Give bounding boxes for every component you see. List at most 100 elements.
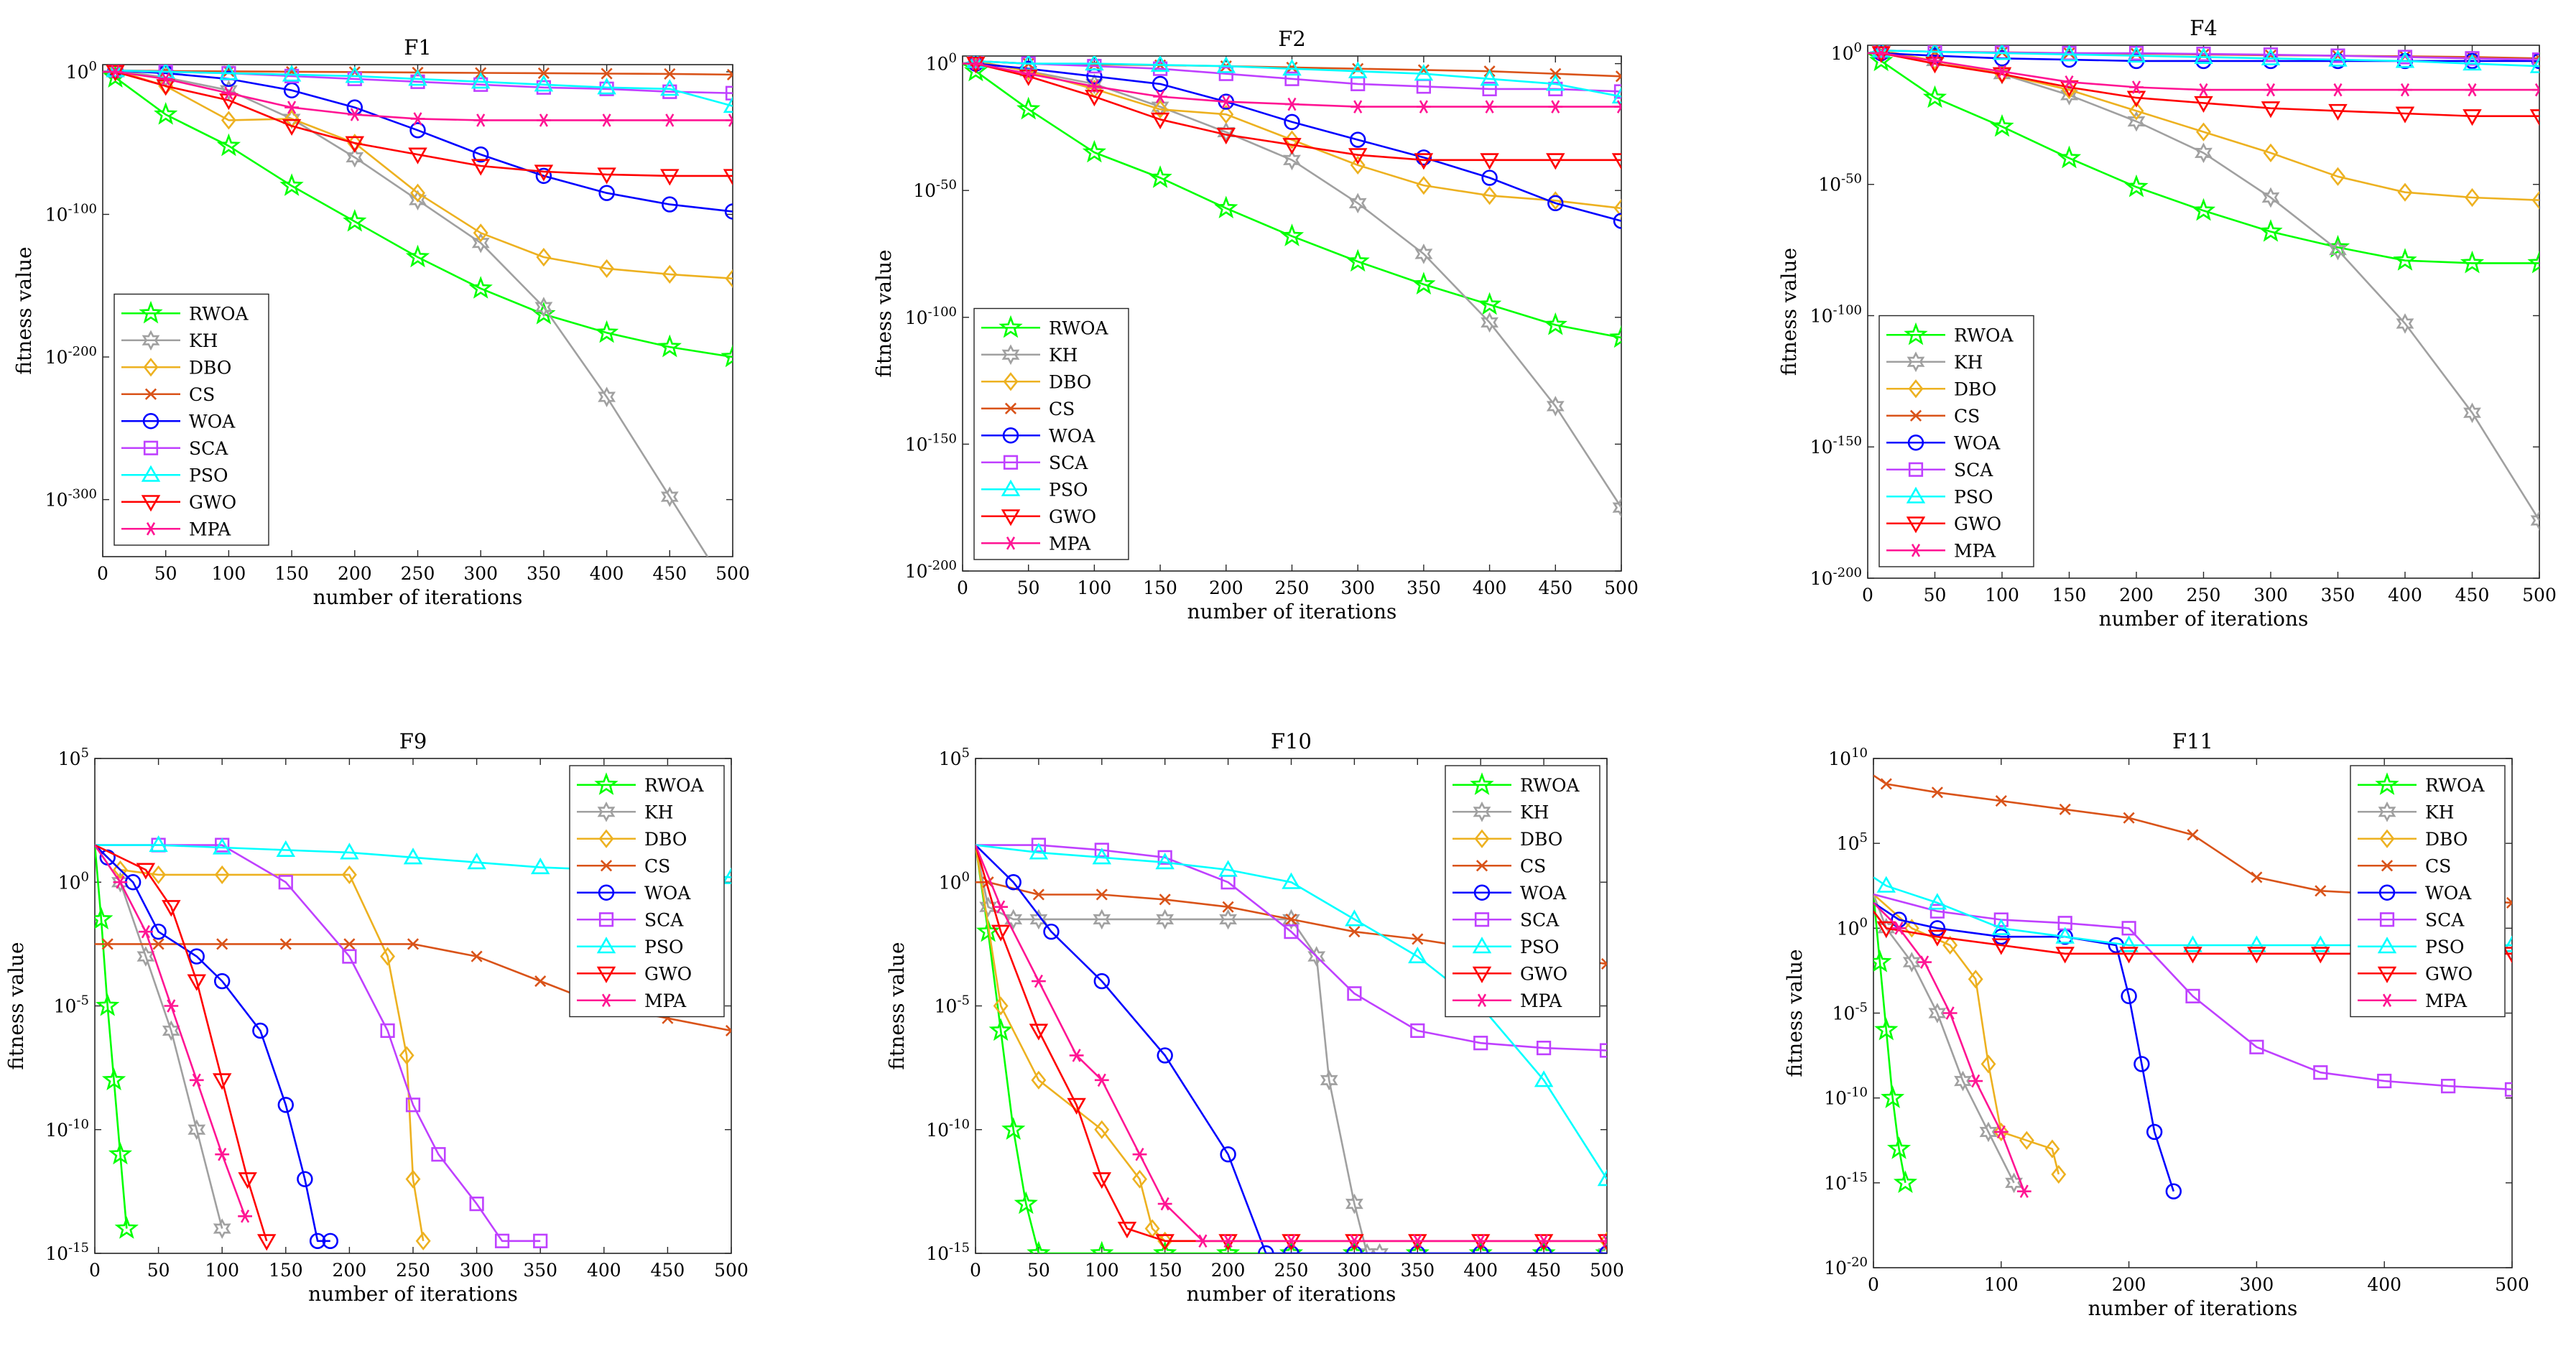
marker-pso <box>1282 872 1301 889</box>
y-tick-label: 10-150 <box>1810 434 1862 458</box>
marker-cs <box>343 938 356 950</box>
marker-dbo <box>1132 1169 1148 1189</box>
legend-marker-gwo <box>1472 966 1492 983</box>
marker-rwoa <box>1214 195 1238 218</box>
y-tick-label: 105 <box>58 746 89 769</box>
legend-marker-cs <box>144 388 157 400</box>
legend-marker-dbo <box>598 829 614 848</box>
legend-label-sca: SCA <box>644 909 684 930</box>
legend-label-pso: PSO <box>1954 486 1993 507</box>
marker-cs <box>601 68 613 80</box>
x-tick-label: 500 <box>1604 577 1639 598</box>
marker-mpa <box>138 924 153 939</box>
legend-label-gwo: GWO <box>1049 506 1096 527</box>
marker-sca <box>1482 81 1497 97</box>
legend-marker-rwoa <box>1904 322 1928 345</box>
marker-woa <box>1005 874 1021 891</box>
series-line-rwoa <box>95 845 128 1229</box>
marker-woa <box>1093 973 1111 990</box>
marker-kh <box>1029 909 1048 930</box>
marker-rwoa <box>154 101 178 125</box>
marker-sca <box>405 1097 421 1113</box>
marker-kh <box>2329 239 2347 261</box>
marker-dbo <box>2397 182 2413 202</box>
marker-rwoa <box>721 344 733 368</box>
marker-gwo <box>1597 1234 1607 1251</box>
marker-dbo <box>725 269 733 288</box>
marker-pso <box>282 65 302 82</box>
marker-gwo <box>1470 1234 1491 1251</box>
y-tick-label: 10-100 <box>45 201 97 225</box>
marker-mpa <box>284 101 299 114</box>
legend-marker-kh <box>2378 801 2396 822</box>
marker-dbo <box>1031 1070 1047 1090</box>
marker-dbo <box>2196 122 2211 141</box>
marker-dbo <box>1350 155 1366 175</box>
legend-marker-cs <box>600 860 613 872</box>
y-tick-label: 10-200 <box>45 344 97 368</box>
legend-label-rwoa: RWOA <box>1049 317 1108 338</box>
x-tick-label: 450 <box>651 1260 685 1281</box>
marker-kh <box>979 896 998 918</box>
marker-gwo <box>471 159 491 176</box>
legend-marker-kh <box>1001 344 1020 366</box>
marker-gwo <box>1546 153 1565 170</box>
marker-kh <box>1219 909 1238 930</box>
marker-pso <box>2328 50 2348 67</box>
marker-dbo <box>1980 1054 1996 1074</box>
marker-gwo <box>1534 1234 1554 1251</box>
marker-woa <box>322 1233 339 1249</box>
legend-marker-woa <box>598 884 615 901</box>
x-tick-label: 250 <box>1274 1260 1309 1281</box>
y-tick-label: 10-15 <box>926 1240 970 1264</box>
marker-gwo <box>1480 153 1499 170</box>
series-group <box>103 65 733 557</box>
marker-pso <box>1480 69 1499 86</box>
marker-gwo <box>212 1073 232 1090</box>
legend-marker-dbo <box>1474 829 1490 848</box>
marker-sca <box>278 875 293 890</box>
marker-mpa <box>1417 100 1431 113</box>
series-group <box>963 56 1621 518</box>
legend-marker-sca <box>1908 462 1924 477</box>
series-line-dbo <box>95 844 425 1242</box>
marker-dbo <box>415 1231 431 1250</box>
marker-gwo <box>238 1172 257 1189</box>
legend-marker-dbo <box>1908 379 1924 399</box>
chart-title: F4 <box>2190 16 2218 40</box>
marker-woa <box>309 1233 326 1249</box>
marker-kh <box>1954 1070 1972 1092</box>
series-line-gwo <box>1868 52 2539 117</box>
legend-marker-pso <box>1001 479 1021 496</box>
legend-box <box>2350 765 2506 1018</box>
marker-woa <box>2165 1183 2182 1199</box>
y-tick-label: 10-15 <box>45 1240 89 1264</box>
marker-kh <box>660 486 679 507</box>
x-axis-label: number of iterations <box>313 585 523 609</box>
legend: RWOA KH DBO CS WOA SCA PSO GWO MPA <box>1878 315 2034 567</box>
marker-gwo <box>1408 1234 1427 1251</box>
legend-label-woa: WOA <box>1049 425 1095 446</box>
marker-gwo <box>2194 96 2213 113</box>
marker-kh <box>2261 187 2280 208</box>
legend-box <box>113 293 269 546</box>
y-tick-label: 10-200 <box>905 558 957 582</box>
marker-sca <box>1993 912 2009 927</box>
chart-f10: F10 0 50 100 150 200 250 300 350 400 450 500 105 100 1… <box>885 729 1624 1306</box>
x-tick-label: 50 <box>1017 577 1040 598</box>
marker-gwo <box>2261 101 2281 119</box>
marker-dbo <box>993 996 1009 1016</box>
x-axis-label: number of iterations <box>1187 600 1397 623</box>
x-tick-label: 250 <box>401 563 435 584</box>
marker-dbo <box>2051 1164 2067 1184</box>
marker-rwoa <box>1082 139 1107 163</box>
series-line-woa <box>963 62 1621 222</box>
marker-rwoa <box>1412 271 1436 294</box>
marker-cs <box>1615 70 1621 83</box>
marker-cs <box>279 938 292 950</box>
marker-woa <box>1993 928 2010 945</box>
legend-marker-woa <box>1002 427 1019 444</box>
marker-sca <box>1410 1023 1425 1039</box>
x-tick-label: 350 <box>1400 1260 1435 1281</box>
marker-gwo <box>162 900 181 917</box>
